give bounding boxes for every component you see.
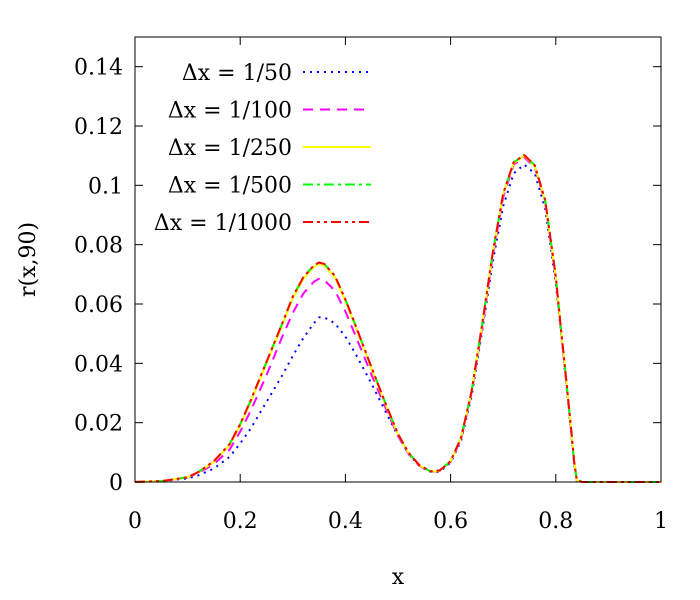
- legend-label-4: Δx = 1/500: [168, 174, 292, 199]
- y-tick-label: 0.04: [74, 352, 123, 377]
- series-line-3: [134, 154, 661, 483]
- legend-label-2: Δx = 1/100: [168, 99, 292, 124]
- plot-frame: [134, 36, 662, 483]
- legend-label-3: Δx = 1/250: [168, 136, 292, 161]
- y-tick-label: 0: [109, 471, 123, 496]
- x-tick-label: 0: [128, 509, 142, 534]
- x-tick-label: 1: [654, 509, 668, 534]
- x-axis-title: x: [392, 565, 405, 590]
- y-tick-label: 0.1: [88, 174, 123, 199]
- legend-label-5: Δx = 1/1000: [154, 211, 292, 236]
- y-tick-label: 0.12: [74, 115, 123, 140]
- series-layer: [134, 154, 661, 483]
- x-tick-label: 0.4: [328, 509, 363, 534]
- y-tick-label: 0.08: [74, 234, 123, 259]
- y-axis-title: r(x,90): [16, 222, 41, 297]
- series-line-5: [134, 154, 661, 483]
- ticks-layer: 0 0.2 0.4 0.6 0.8 1 0 0.02 0.04 0.06 0.08 0.1 0.12 0.…: [74, 37, 668, 534]
- x-tick-label: 0.2: [223, 509, 258, 534]
- y-tick-label: 0.02: [74, 412, 123, 437]
- x-tick-label: 0.8: [538, 509, 573, 534]
- legend: Δx = 1/50 Δx = 1/100 Δx = 1/250 Δx = 1/500 Δ…: [154, 61, 371, 236]
- y-tick-label: 0.14: [74, 56, 123, 81]
- y-tick-label: 0.06: [74, 293, 123, 318]
- x-tick-label: 0.6: [433, 509, 468, 534]
- legend-label-1: Δx = 1/50: [182, 61, 292, 86]
